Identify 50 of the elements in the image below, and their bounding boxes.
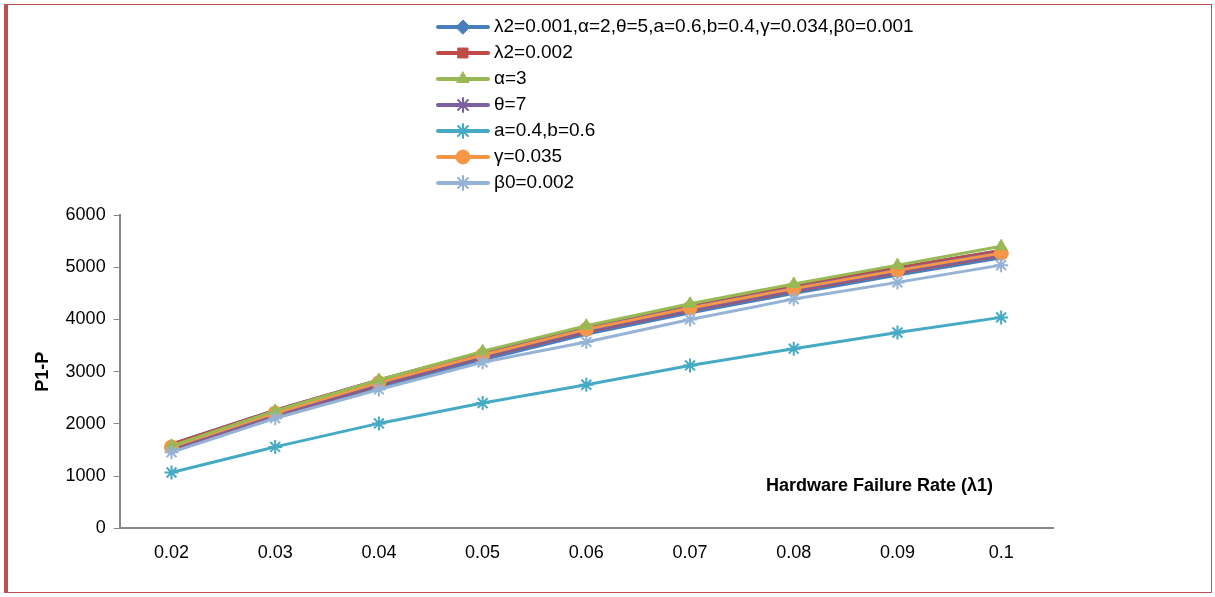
x-tick-label: 0.02 [153, 542, 190, 563]
x-tick-label: 0.09 [879, 542, 915, 563]
point [370, 381, 387, 398]
point [163, 464, 180, 481]
legend-label: λ2=0.001,α=2,θ=5,a=0.6,b=0.4,γ=0.034,β0=0.001 [494, 15, 914, 37]
legend-label: θ=7 [494, 93, 527, 115]
point [370, 415, 387, 432]
point [683, 296, 697, 308]
point [578, 333, 595, 350]
point [163, 444, 180, 461]
point [993, 257, 1010, 274]
legend-label: γ=0.035 [494, 145, 563, 167]
x-tick-label: 0.03 [257, 542, 293, 563]
y-tick-label: 3000 [65, 360, 106, 381]
point [682, 357, 699, 374]
point [578, 376, 595, 393]
point [890, 257, 904, 270]
legend-label: a=0.4,b=0.6 [494, 119, 596, 141]
legend-label: λ2=0.002 [494, 41, 573, 63]
point [889, 274, 906, 291]
y-tick-label: 5000 [65, 256, 106, 277]
point [682, 311, 699, 328]
x-tick-label: 0.05 [465, 542, 501, 563]
point [785, 340, 802, 357]
x-axis-title: Hardware Failure Rate (λ1) [765, 475, 993, 496]
point [994, 238, 1008, 251]
point [787, 276, 801, 288]
point [993, 309, 1010, 326]
x-tick-label: 0.07 [672, 542, 708, 563]
y-tick-label: 4000 [65, 308, 106, 329]
y-tick-label: 6000 [65, 203, 106, 224]
point [267, 438, 284, 455]
y-tick-label: 1000 [65, 465, 106, 486]
x-tick-label: 0.08 [776, 542, 812, 563]
point [474, 354, 491, 371]
y-tick-label: 2000 [65, 412, 106, 433]
point [889, 324, 906, 341]
point [267, 410, 284, 427]
legend-label: α=3 [494, 67, 527, 89]
point [474, 395, 491, 412]
x-tick-label: 0.06 [568, 542, 604, 563]
y-tick-label: 0 [95, 517, 106, 538]
legend-label: β0=0.002 [494, 171, 575, 193]
point [579, 318, 593, 330]
point [476, 343, 490, 356]
point [785, 291, 802, 308]
x-tick-label: 0.04 [361, 542, 397, 563]
x-tick-label: 0.1 [988, 542, 1014, 563]
point [372, 372, 386, 385]
y-axis-title: P1-P [31, 351, 52, 392]
